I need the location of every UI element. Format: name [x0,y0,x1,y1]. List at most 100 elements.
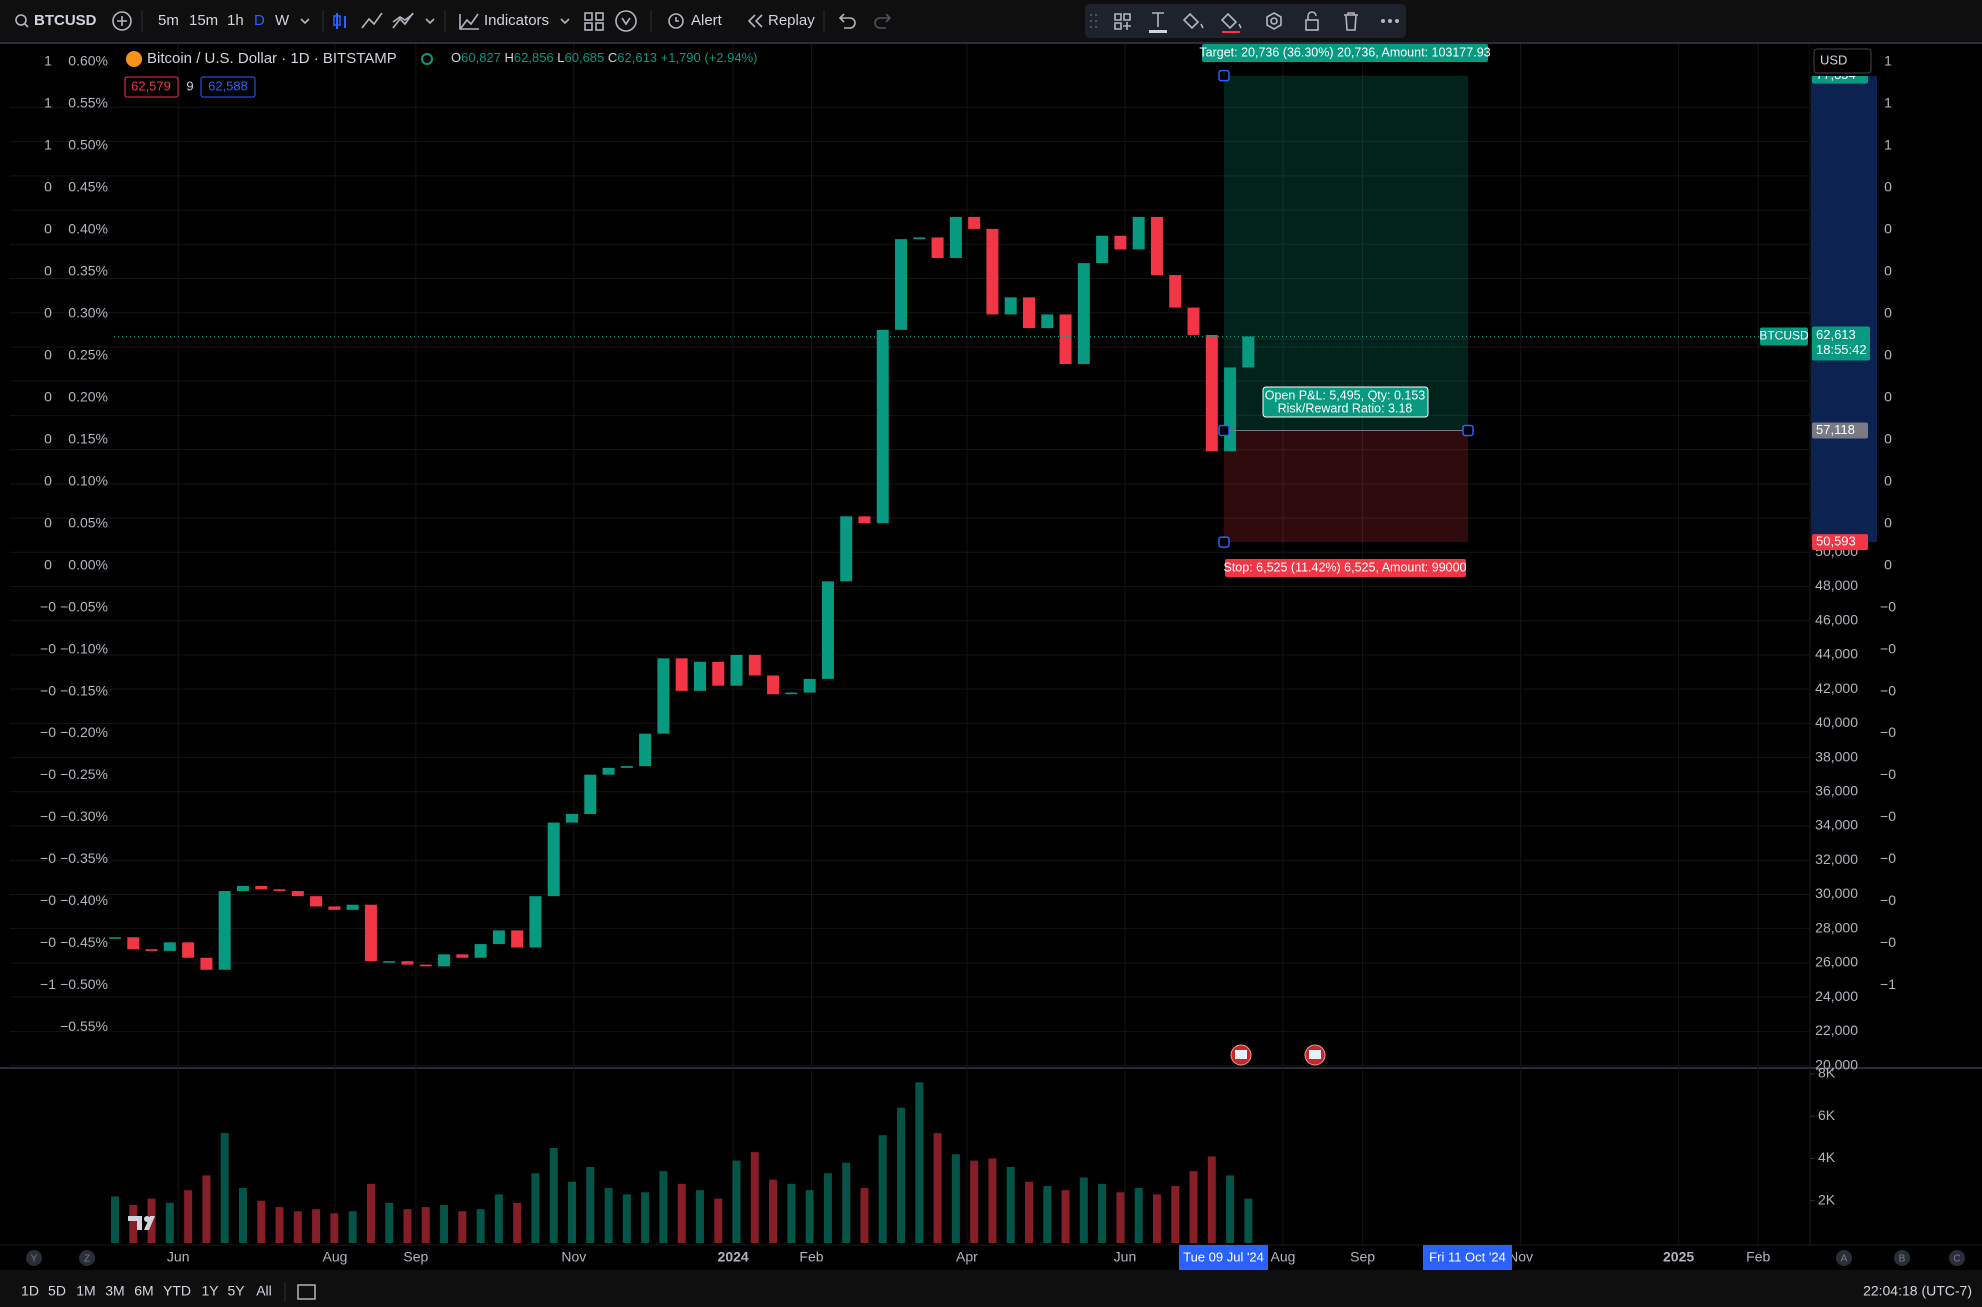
chevron[interactable] [300,18,310,25]
candle [1187,307,1200,335]
chevron[interactable] [425,18,435,25]
volume-bar [586,1166,595,1243]
candle [1114,235,1127,250]
corner-button[interactable] [1949,1250,1965,1266]
calendar-icon[interactable] [297,1284,316,1300]
crosshair-label: Tue 09 Jul '24 [1183,1249,1264,1264]
alert-icon[interactable] [668,13,684,29]
line-icon[interactable] [392,12,414,29]
currency[interactable]: USD [1820,52,1847,67]
corner-button[interactable] [1836,1250,1852,1266]
left-percent-label: −0.45% [60,934,108,950]
right-count-label: 0 [1884,179,1892,195]
corner-button[interactable] [79,1250,95,1266]
y-tick-label: 28,000 [1815,919,1858,935]
range-button[interactable]: 6M [134,1283,153,1299]
templates-button[interactable] [615,10,637,32]
symbol-tag-bg [1760,327,1808,346]
undo-button[interactable] [838,13,856,29]
add-tool[interactable] [1114,13,1131,30]
range-button[interactable]: 5D [48,1283,66,1299]
indicators-button[interactable]: Indicators [484,12,549,29]
interval-active[interactable]: D [254,12,265,29]
left-percent-label: −0.50% [60,976,108,992]
range-button[interactable]: All [256,1283,272,1299]
range-button[interactable]: 3M [105,1283,124,1299]
candle [913,237,926,240]
tv-logo-dot [144,1216,150,1222]
left-count-label: 0 [44,263,52,279]
ohlc-value: 62,856 [514,50,557,65]
replay-icon[interactable] [747,14,763,28]
volume-bar [476,1209,485,1243]
range-button[interactable]: YTD [163,1283,191,1299]
y-tick-label: 26,000 [1815,954,1858,970]
delete-tool[interactable] [1344,12,1358,31]
fill-tool[interactable] [1182,12,1204,30]
candle [1150,216,1163,276]
volume-bar [732,1160,741,1243]
interval[interactable]: W [275,12,290,29]
x-tick-label: 2024 [718,1249,749,1265]
last-price-label: 62,613 [1816,327,1856,342]
currency-bg[interactable] [1813,48,1872,74]
left-count-label: 0 [44,221,52,237]
corner-button[interactable] [1894,1250,1910,1266]
alert-button[interactable]: Alert [691,12,723,29]
range-button[interactable]: 1D [21,1283,39,1299]
position-handle[interactable] [1462,424,1474,437]
interval[interactable]: 1h [227,12,244,29]
candle [273,889,286,892]
drawing-toolbar [1085,4,1406,38]
left-count-label: 0 [44,388,52,404]
redo-button[interactable] [874,13,892,29]
corner-button-label[interactable]: A [1841,1254,1848,1265]
symbol[interactable]: BTCUSD [34,12,97,29]
interval[interactable]: 5m [158,12,179,29]
position-handle[interactable] [1218,424,1230,437]
volume-bar [1226,1175,1235,1243]
line-color-tool[interactable] [1220,12,1242,30]
candle [1096,235,1109,264]
text-tool[interactable] [1152,12,1164,27]
left-percent-label: 0.40% [68,221,108,237]
volume-bar [915,1082,924,1243]
range-button[interactable]: 1Y [201,1283,219,1299]
chevron[interactable] [560,18,570,25]
right-count-label: 0 [1884,556,1892,572]
y-tick-label: 44,000 [1815,646,1858,662]
corner-button-label[interactable]: Z [84,1254,90,1265]
indicators-icon[interactable] [459,13,479,30]
corner-button-label[interactable]: Y [31,1254,38,1265]
search-icon[interactable] [15,14,27,26]
range-button[interactable]: 1M [76,1283,95,1299]
candle [785,692,798,695]
candle [1224,367,1237,452]
right-count-label: −0 [1880,934,1896,950]
corner-button[interactable] [26,1250,42,1266]
layout-icon[interactable] [584,12,593,21]
settings-tool[interactable] [1266,12,1282,30]
position-handle[interactable] [1218,536,1230,548]
replay-button[interactable]: Replay [768,12,815,29]
x-tick-label: Feb [799,1249,823,1265]
volume-bar [549,1147,558,1243]
compare-button[interactable] [112,11,132,31]
more-tool[interactable] [1381,19,1385,23]
corner-button-label[interactable]: B [1899,1254,1906,1265]
line-icon[interactable] [361,12,383,29]
layout-icon [584,22,593,31]
left-percent-label: −0.15% [60,682,108,698]
corner-button-label[interactable]: C [1953,1254,1960,1265]
right-count-label: 0 [1884,263,1892,279]
axis-price-label: 57,118 [1816,422,1855,437]
lock-tool[interactable] [1305,19,1319,31]
volume-bar [568,1181,576,1243]
drag-handle[interactable] [1090,14,1097,28]
position-handle[interactable] [1218,69,1230,82]
volume-bar [933,1133,942,1243]
interval[interactable]: 15m [189,12,218,29]
range-button[interactable]: 5Y [227,1283,245,1299]
left-percent-label: −0.30% [60,808,108,824]
volume-bar [677,1183,686,1243]
